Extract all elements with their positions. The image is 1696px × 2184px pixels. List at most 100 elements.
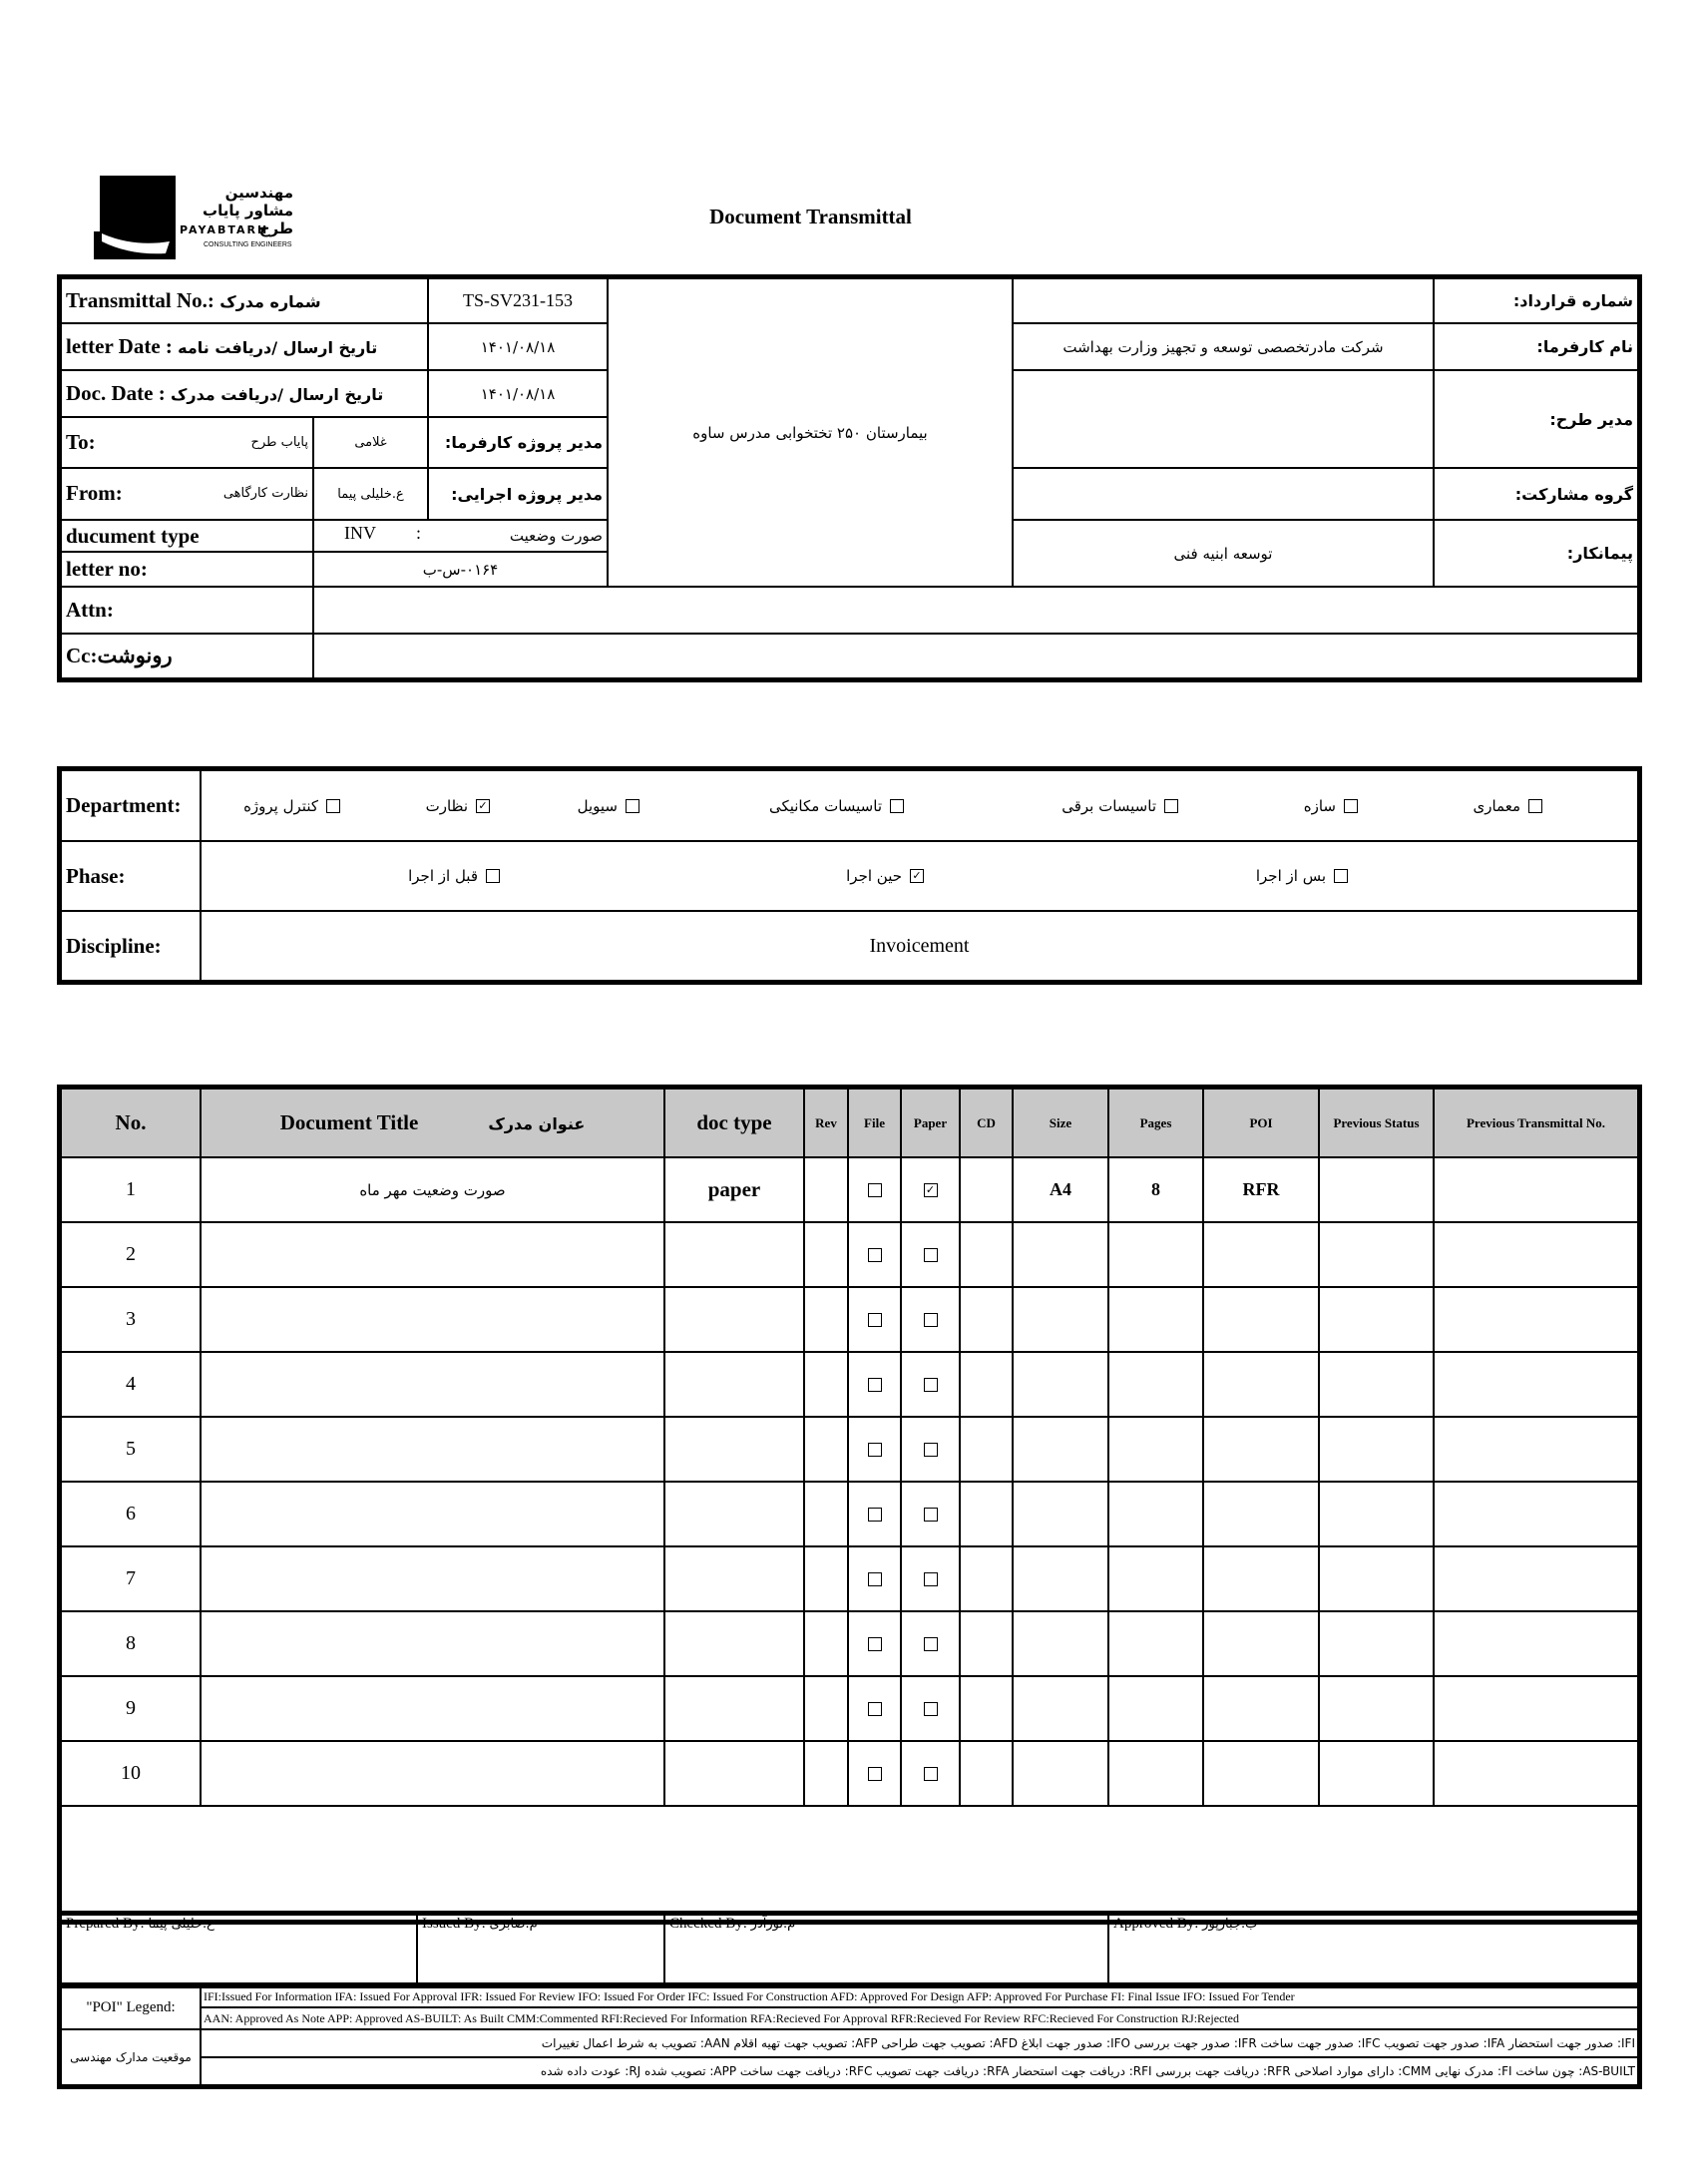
checkbox[interactable] — [923, 1507, 938, 1522]
discipline-value: Invoicement — [200, 910, 1639, 982]
cell-prev-status — [1318, 1221, 1435, 1288]
header-cd: CD — [959, 1088, 1014, 1158]
checkbox[interactable] — [923, 1571, 938, 1586]
cell-prev-no — [1433, 1545, 1639, 1612]
checkbox[interactable] — [867, 1636, 882, 1651]
cell-no: 7 — [60, 1545, 202, 1612]
cell-paper — [900, 1351, 961, 1418]
checkbox[interactable] — [1164, 798, 1178, 813]
client-value: شرکت مادرتخصصی توسعه و تجهیز وزارت بهداش… — [1012, 322, 1435, 371]
checkbox[interactable] — [923, 1701, 938, 1716]
cell-doctype — [663, 1351, 805, 1418]
checkbox[interactable] — [867, 1312, 882, 1327]
checkbox[interactable] — [923, 1312, 938, 1327]
doc-date-label: Doc. Date : تاریخ ارسال /دریافت مدرک — [60, 369, 429, 418]
checkbox[interactable] — [326, 798, 340, 813]
department-option[interactable]: کنترل پروژه — [243, 797, 340, 815]
approved-by: Approved By: ب.جبارپور — [1107, 1914, 1639, 1985]
cell-pages — [1107, 1286, 1204, 1353]
to-cell: To: پایاب طرح — [60, 416, 314, 469]
doc-date-value: ۱۴۰۱/۰۸/۱۸ — [427, 369, 609, 418]
department-option[interactable]: سیویل — [578, 797, 639, 815]
department-option[interactable]: ✓ نظارت — [426, 797, 490, 815]
checkbox[interactable] — [1334, 869, 1348, 883]
doctype-value: INV: صورت وضعیت — [312, 519, 609, 553]
cell-no: 2 — [60, 1221, 202, 1288]
page-title: Document Transmittal — [709, 205, 912, 228]
cell-prev-no — [1433, 1351, 1639, 1418]
checkbox[interactable] — [1344, 798, 1358, 813]
cell-doctype — [663, 1740, 805, 1807]
phase-option[interactable]: ✓ حین اجرا — [846, 867, 924, 885]
pm-label: مدیر طرح: — [1433, 369, 1639, 469]
phase-option[interactable]: قبل از اجرا — [408, 867, 500, 885]
option-label: سازه — [1303, 796, 1336, 815]
checkbox[interactable] — [867, 1766, 882, 1781]
poi-legend-line-2: AAN: Approved As Note APP: Approved AS-B… — [200, 2006, 1639, 2030]
logo-fa-text: مهندسین مشاور پایاب طرح — [203, 184, 293, 237]
checkbox[interactable] — [867, 1442, 882, 1457]
cell-poi — [1202, 1351, 1320, 1418]
checkbox[interactable] — [923, 1442, 938, 1457]
legend-table: "POI" Legend: IFI:Issued For Information … — [57, 1982, 1642, 2089]
client-label: نام کارفرما: — [1433, 322, 1639, 371]
company-logo: مهندسین مشاور پایاب طرح PAYABTARH CONSUL… — [94, 176, 293, 259]
checkbox[interactable] — [626, 798, 639, 813]
checkbox[interactable] — [867, 1507, 882, 1522]
cell-prev-no — [1433, 1481, 1639, 1547]
department-option[interactable]: تاسیسات مکانیکی — [769, 797, 904, 815]
checkbox[interactable] — [890, 798, 904, 813]
checkbox[interactable] — [486, 869, 500, 883]
option-label: حین اجرا — [846, 867, 902, 885]
cc-value — [312, 633, 1639, 679]
checkbox-checked[interactable]: ✓ — [910, 869, 924, 883]
cell-prev-no — [1433, 1156, 1639, 1223]
checkbox[interactable] — [1528, 798, 1542, 813]
to-role: مدیر پروژه کارفرما: — [427, 416, 609, 469]
checkbox[interactable] — [867, 1247, 882, 1262]
table-row: 5 — [60, 1416, 1639, 1483]
phase-label: Phase: — [60, 840, 202, 912]
checkbox[interactable] — [923, 1377, 938, 1392]
checkbox[interactable] — [867, 1377, 882, 1392]
documents-table: No. Document Title عنوان مدرک doc type Re… — [57, 1085, 1642, 1925]
department-option[interactable]: معماری — [1474, 797, 1542, 815]
department-option[interactable]: سازه — [1304, 797, 1358, 815]
checkbox-checked[interactable]: ✓ — [476, 798, 490, 813]
cell-no: 4 — [60, 1351, 202, 1418]
cell-paper — [900, 1481, 961, 1547]
cell-pages — [1107, 1351, 1204, 1418]
checkbox[interactable] — [867, 1701, 882, 1716]
letter-no-value: ۰۱۶۴-س-ب — [312, 551, 609, 588]
cell-paper — [900, 1740, 961, 1807]
checkbox[interactable] — [923, 1247, 938, 1262]
phase-option[interactable]: بس از اجرا — [1256, 867, 1348, 885]
cell-title — [200, 1545, 665, 1612]
cell-rev — [803, 1416, 849, 1483]
department-option[interactable]: تاسیسات برقی — [1061, 797, 1178, 815]
cell-pages — [1107, 1416, 1204, 1483]
transmittal-no-label: Transmittal No.: شماره مدرک — [60, 277, 429, 324]
cell-title — [200, 1221, 665, 1288]
cell-paper — [900, 1675, 961, 1742]
checkbox[interactable] — [867, 1182, 882, 1197]
letter-no-label: letter no: — [60, 551, 314, 588]
cell-title — [200, 1610, 665, 1677]
cell-cd — [959, 1416, 1014, 1483]
checkbox[interactable] — [923, 1766, 938, 1781]
checkbox[interactable] — [867, 1571, 882, 1586]
checkbox[interactable] — [923, 1636, 938, 1651]
letter-date-label: letter Date : تاریخ ارسال /دریافت نامه — [60, 322, 429, 371]
issued-by: Issued By: م.صابری — [416, 1914, 665, 1985]
cell-file — [847, 1675, 902, 1742]
checkbox-checked[interactable]: ✓ — [923, 1182, 938, 1197]
cell-prev-status — [1318, 1351, 1435, 1418]
from-org: نظارت کارگاهی — [222, 486, 308, 501]
contract-label: شماره قرارداد: — [1433, 277, 1639, 324]
option-label: قبل از اجرا — [408, 867, 478, 885]
status-legend-label: موقعیت مدارک مهندسی — [60, 2028, 202, 2086]
header-no: No. — [60, 1088, 202, 1158]
cell-rev — [803, 1675, 849, 1742]
cell-rev — [803, 1351, 849, 1418]
header-rev: Rev — [803, 1088, 849, 1158]
